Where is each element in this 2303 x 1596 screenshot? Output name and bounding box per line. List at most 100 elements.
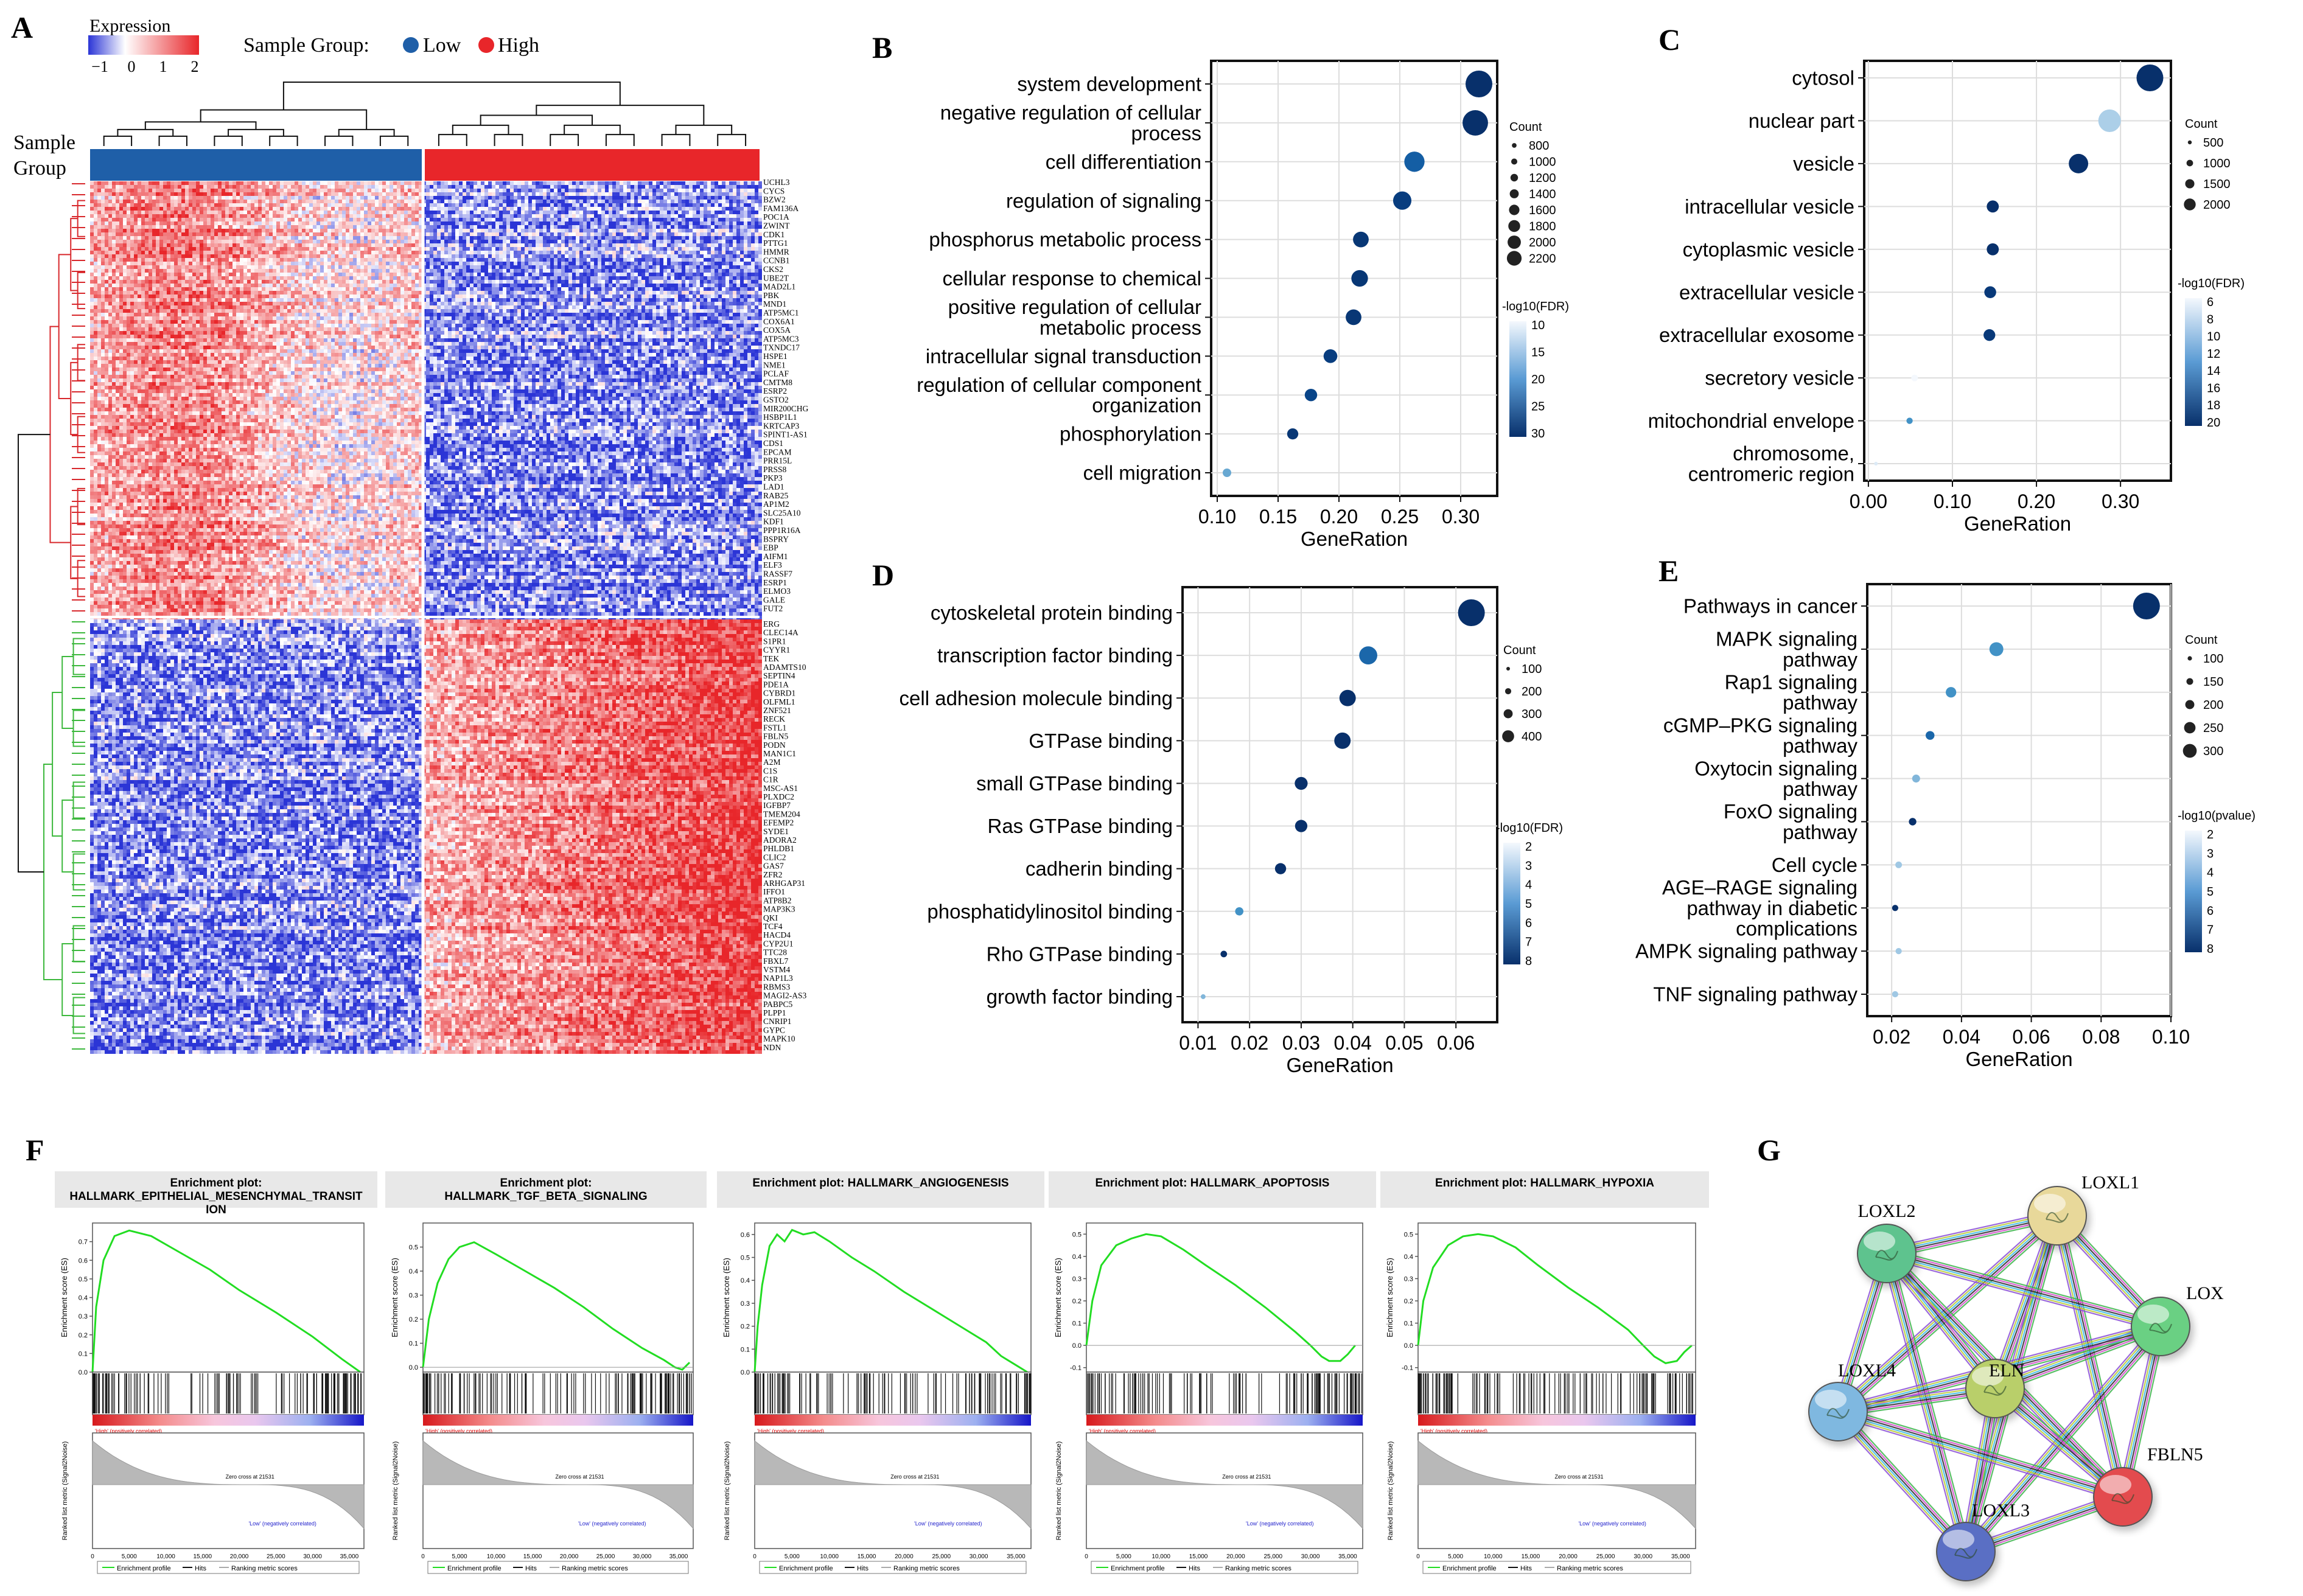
- heatmap-cell: [725, 181, 729, 185]
- heatmap-cell: [561, 192, 565, 196]
- heatmap-cell: [247, 181, 251, 185]
- heatmap-cell: [561, 189, 565, 192]
- heatmap-cell: [309, 185, 313, 189]
- heatmap-cell: [349, 189, 353, 192]
- heatmap-cell: [232, 181, 236, 185]
- heatmap-cell: [470, 185, 474, 189]
- heatmap-cell: [725, 189, 729, 192]
- dendrogram-branch: [159, 136, 187, 146]
- dendrogram-branch: [662, 134, 690, 146]
- heatmap-cell: [379, 189, 382, 192]
- heatmap-cell: [149, 196, 152, 200]
- heatmap-cell: [254, 185, 258, 189]
- heatmap-cell: [342, 189, 346, 192]
- heatmap-cell: [693, 181, 696, 185]
- heatmap-cell: [284, 185, 287, 189]
- heatmap-cell: [663, 181, 667, 185]
- heatmap-cell: [327, 181, 331, 185]
- heatmap-cell: [605, 192, 609, 196]
- heatmap-cell: [736, 189, 740, 192]
- dendrogram-branch: [74, 926, 85, 962]
- heatmap-cell: [747, 192, 751, 196]
- heatmap-cell: [499, 185, 503, 189]
- heatmap-cell: [408, 185, 411, 189]
- dendrogram-branch: [228, 130, 284, 136]
- heatmap-cell: [704, 192, 707, 196]
- heatmap-cell: [327, 185, 331, 189]
- heatmap-cell: [404, 192, 408, 196]
- heatmap-cell: [313, 192, 316, 196]
- heatmap-cell: [656, 192, 660, 196]
- heatmap-cell: [459, 192, 463, 196]
- heatmap-cell: [331, 185, 335, 189]
- heatmap-cell: [306, 185, 309, 189]
- dendrogram-branch: [495, 134, 523, 146]
- heatmap-cell: [543, 189, 547, 192]
- heatmap-cell: [411, 185, 415, 189]
- heatmap-cell: [145, 181, 149, 185]
- heatmap-cell: [645, 189, 649, 192]
- heatmap-cell: [667, 189, 671, 192]
- heatmap-cell: [601, 192, 605, 196]
- heatmap-cell: [331, 181, 335, 185]
- heatmap-cell: [335, 189, 338, 192]
- heatmap-cell: [225, 192, 229, 196]
- heatmap-cell: [295, 181, 298, 185]
- heatmap-cell: [565, 192, 568, 196]
- heatmap-cell: [404, 181, 408, 185]
- heatmap-cell: [185, 189, 189, 192]
- heatmap-cell: [667, 192, 671, 196]
- heatmap-cell: [495, 189, 499, 192]
- heatmap-cell: [718, 192, 722, 196]
- heatmap-cell: [616, 181, 620, 185]
- heatmap-cell: [649, 185, 652, 189]
- heatmap-cell: [360, 189, 364, 192]
- heatmap-cell: [674, 181, 678, 185]
- dendrogram-branch: [50, 327, 71, 543]
- heatmap-cell: [536, 192, 539, 196]
- heatmap-cell: [258, 185, 262, 189]
- heatmap-cell: [327, 192, 331, 196]
- heatmap-cell: [320, 181, 324, 185]
- heatmap-cell: [152, 189, 156, 192]
- heatmap-cell: [674, 185, 678, 189]
- heatmap-cell: [156, 189, 159, 192]
- heatmap-cell: [572, 181, 576, 185]
- heatmap-cell: [101, 189, 105, 192]
- heatmap-cell: [408, 189, 411, 192]
- heatmap-cell: [707, 189, 711, 192]
- heatmap-cell: [557, 192, 561, 196]
- heatmap-cell: [170, 192, 174, 196]
- heatmap-cell: [415, 181, 419, 185]
- heatmap-cell: [744, 192, 747, 196]
- heatmap-cell: [192, 192, 196, 196]
- heatmap-cell: [284, 189, 287, 192]
- heatmap-cell: [178, 189, 181, 192]
- heatmap-cell: [744, 189, 747, 192]
- heatmap-cell: [357, 185, 360, 189]
- heatmap-cell: [371, 189, 375, 192]
- heatmap-cell: [251, 192, 254, 196]
- heatmap-cell: [459, 181, 463, 185]
- heatmap-cell: [689, 192, 693, 196]
- heatmap-cell: [415, 192, 419, 196]
- heatmap-cell: [488, 181, 492, 185]
- heatmap-cell: [159, 189, 163, 192]
- heatmap-cell: [200, 185, 203, 189]
- heatmap-cell: [631, 185, 634, 189]
- heatmap-cell: [568, 192, 572, 196]
- heatmap-cell: [547, 189, 550, 192]
- expression-tick: 0: [128, 58, 136, 75]
- heatmap-cell: [594, 181, 598, 185]
- heatmap-cell: [306, 181, 309, 185]
- heatmap-cell: [306, 189, 309, 192]
- heatmap-cell: [364, 181, 368, 185]
- heatmap-cell: [192, 181, 196, 185]
- heatmap-cell: [441, 185, 444, 189]
- heatmap-cell: [273, 185, 276, 189]
- heatmap-cell: [276, 189, 280, 192]
- dendrogram-branch: [453, 125, 509, 134]
- heatmap-cell: [90, 181, 94, 185]
- heatmap-cell: [145, 185, 149, 189]
- heatmap-cell: [678, 185, 682, 189]
